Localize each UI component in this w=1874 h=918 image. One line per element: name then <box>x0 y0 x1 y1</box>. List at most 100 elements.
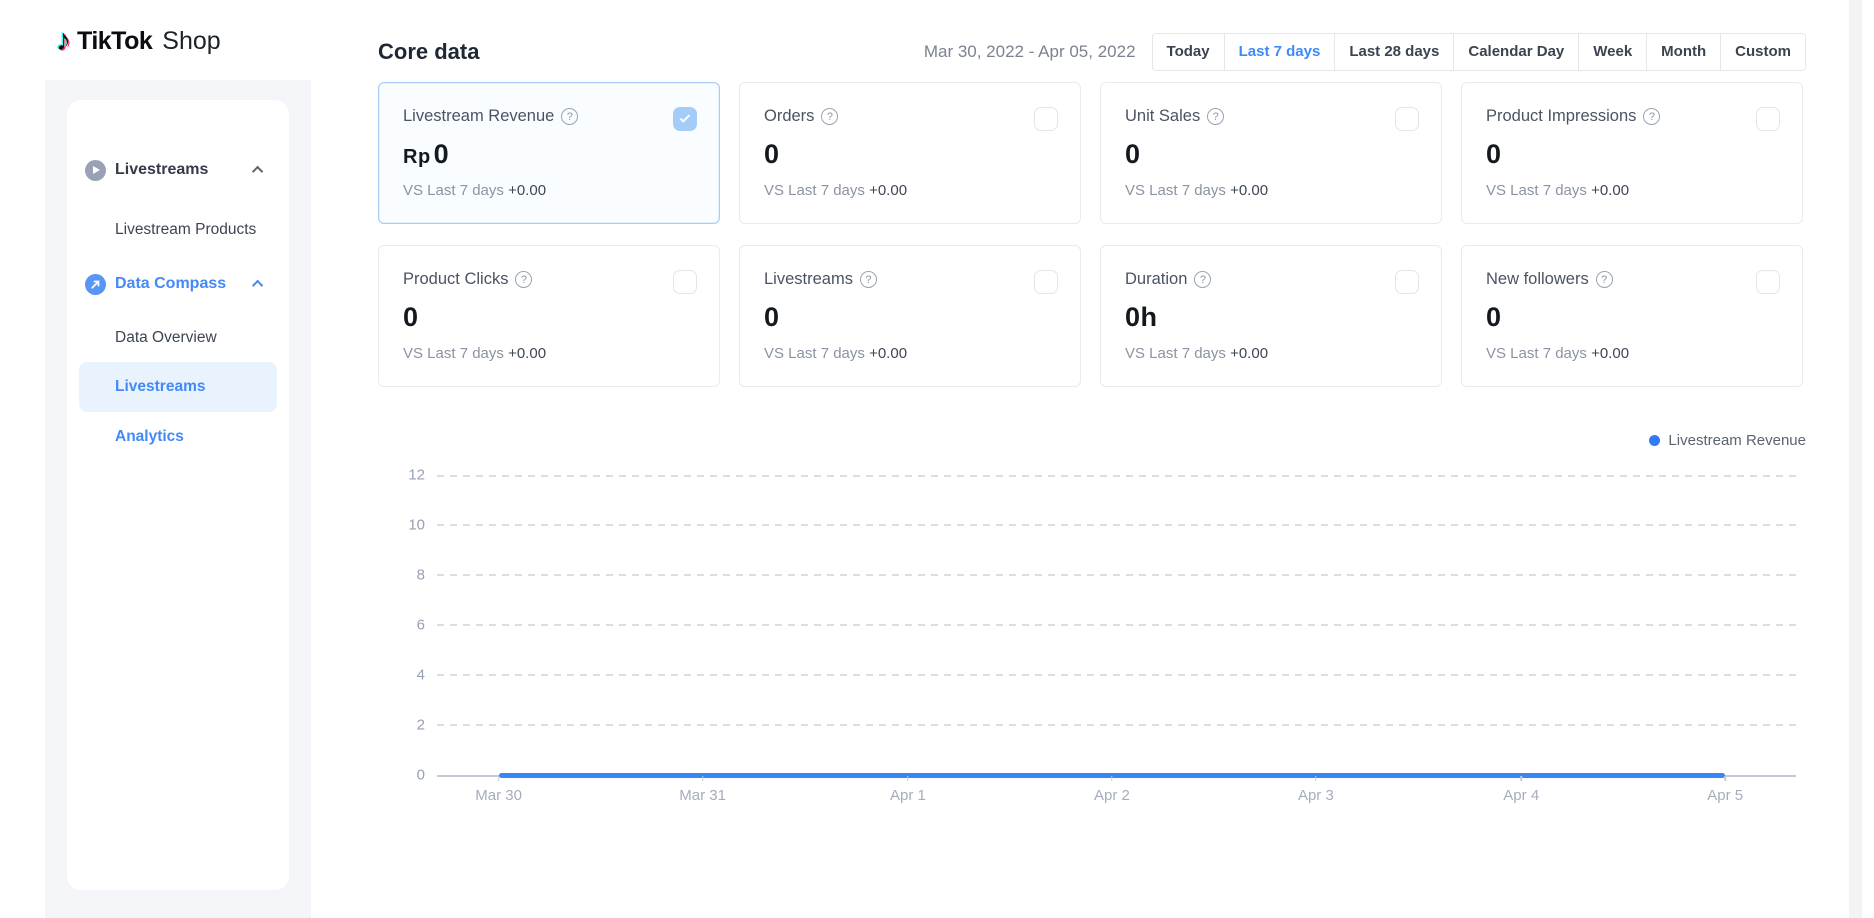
metric-checkbox[interactable] <box>673 270 697 294</box>
metric-label: Orders <box>764 107 815 125</box>
date-range-tabs: Today Last 7 days Last 28 days Calendar … <box>1151 33 1806 71</box>
metric-card-unit-sales[interactable]: Unit Sales ? 0 VS Last 7 days +0.00 <box>1100 82 1442 224</box>
metric-checkbox[interactable] <box>1034 270 1058 294</box>
metric-checkbox[interactable] <box>1756 270 1780 294</box>
metric-comparison: VS Last 7 days +0.00 <box>1125 182 1269 199</box>
help-icon[interactable]: ? <box>561 108 579 125</box>
metric-comparison: VS Last 7 days +0.00 <box>764 182 908 199</box>
metric-cards-grid: Livestream Revenue ? Rp 0 VS Last 7 days … <box>378 82 1806 387</box>
metric-card-livestream-revenue[interactable]: Livestream Revenue ? Rp 0 VS Last 7 days … <box>378 82 720 224</box>
x-tick-label: Mar 30 <box>475 787 522 804</box>
metric-comparison: VS Last 7 days +0.00 <box>403 345 547 362</box>
compass-icon <box>85 273 106 295</box>
y-tick: 4 <box>416 666 425 684</box>
metric-value: 0h <box>1125 302 1158 332</box>
brand-suffix: Shop <box>162 26 221 55</box>
metric-card-orders[interactable]: Orders ? 0 VS Last 7 days +0.00 <box>739 82 1081 224</box>
help-icon[interactable]: ? <box>1595 271 1613 288</box>
help-icon[interactable]: ? <box>821 108 839 125</box>
x-tick-label: Apr 2 <box>1093 787 1130 804</box>
x-tick-label: Apr 5 <box>1707 787 1744 804</box>
metric-card-new-followers[interactable]: New followers ? 0 VS Last 7 days +0.00 <box>1461 245 1803 387</box>
tab-week[interactable]: Week <box>1578 34 1646 70</box>
metric-comparison: VS Last 7 days +0.00 <box>1486 345 1630 362</box>
main-content: Core data Mar 30, 2022 - Apr 05, 2022 To… <box>378 0 1806 821</box>
x-tick-mark <box>1724 776 1726 781</box>
tiktok-shop-logo[interactable]: ♪ TikTok Shop <box>56 26 221 56</box>
metric-comparison: VS Last 7 days +0.00 <box>403 182 547 199</box>
tab-today[interactable]: Today <box>1166 43 1210 60</box>
sidebar-item-livestreams-analytics[interactable]: Livestreams Analytics <box>79 362 277 445</box>
help-icon[interactable]: ? <box>859 271 877 288</box>
x-tick-mark <box>1111 776 1113 781</box>
metric-comparison: VS Last 7 days +0.00 <box>1125 345 1269 362</box>
metric-value: Rp 0 <box>403 139 450 169</box>
help-icon[interactable]: ? <box>1194 271 1212 288</box>
metric-label: Livestreams <box>764 270 853 288</box>
sidebar-item-livestream-products[interactable]: Livestream Products <box>115 221 257 238</box>
tab-custom[interactable]: Custom <box>1720 34 1805 70</box>
y-tick: 6 <box>416 616 425 634</box>
sidebar-item-data-compass[interactable]: Data Compass <box>79 272 277 296</box>
x-tick-mark <box>701 776 704 781</box>
metric-label: Duration <box>1125 270 1188 288</box>
brand-name: TikTok <box>77 26 153 55</box>
y-tick: 2 <box>416 716 425 734</box>
y-tick: 12 <box>408 466 425 484</box>
sidebar-nav-card: Livestreams Livestream Products Data Com… <box>67 100 289 890</box>
sidebar: Livestreams Livestream Products Data Com… <box>45 80 311 918</box>
metric-checkbox[interactable] <box>1395 107 1419 131</box>
y-tick: 8 <box>416 566 425 584</box>
tab-month[interactable]: Month <box>1646 34 1720 70</box>
livestream-revenue-chart: 12 10 8 6 4 2 0 <box>390 467 1806 821</box>
chart-y-axis: 12 10 8 6 4 2 0 <box>390 467 425 784</box>
y-tick: 0 <box>416 766 425 784</box>
chevron-up-icon[interactable] <box>251 279 264 292</box>
gridline <box>437 524 1796 526</box>
help-icon[interactable]: ? <box>515 271 533 288</box>
metric-value: 0 <box>403 302 419 332</box>
gridline <box>437 624 1796 626</box>
tab-last-28-days[interactable]: Last 28 days <box>1334 34 1453 70</box>
x-tick-label: Apr 1 <box>889 787 926 804</box>
y-tick: 10 <box>408 516 425 534</box>
tab-last-7-days[interactable]: Last 7 days <box>1223 34 1335 70</box>
metric-card-product-clicks[interactable]: Product Clicks ? 0 VS Last 7 days +0.00 <box>378 245 720 387</box>
legend-dot-icon <box>1649 434 1661 446</box>
metric-comparison: VS Last 7 days +0.00 <box>764 345 908 362</box>
x-tick-mark <box>1315 776 1317 781</box>
x-tick-label: Apr 4 <box>1503 787 1540 804</box>
metric-card-product-impressions[interactable]: Product Impressions ? 0 VS Last 7 days +… <box>1461 82 1803 224</box>
metric-checkbox[interactable] <box>1756 107 1780 131</box>
metric-checkbox[interactable] <box>1395 270 1419 294</box>
metric-checkbox[interactable] <box>1034 107 1058 131</box>
tab-calendar-day[interactable]: Calendar Day <box>1453 34 1578 70</box>
metric-label: Product Clicks <box>403 270 509 288</box>
metric-value: 0 <box>1486 139 1502 169</box>
livestream-icon <box>85 159 106 181</box>
chevron-up-icon[interactable] <box>251 165 264 178</box>
metric-label: Product Impressions <box>1486 107 1637 125</box>
metric-card-duration[interactable]: Duration ? 0h VS Last 7 days +0.00 <box>1100 245 1442 387</box>
sidebar-item-livestreams[interactable]: Livestreams <box>79 158 277 182</box>
chart-plot-area[interactable]: Mar 30 Mar 31 Apr 1 Apr 2 Apr 3 Apr 4 Ap… <box>437 475 1806 821</box>
metric-label: Unit Sales <box>1125 107 1201 125</box>
sidebar-item-data-overview[interactable]: Data Overview <box>115 329 217 346</box>
x-tick-mark <box>907 776 909 781</box>
x-tick-mark <box>497 776 500 781</box>
page-title: Core data <box>378 39 480 64</box>
metric-comparison: VS Last 7 days +0.00 <box>1486 182 1630 199</box>
metric-checkbox[interactable] <box>673 107 697 131</box>
gridline <box>437 724 1796 726</box>
livestream-revenue-line <box>498 773 1726 778</box>
tiktok-note-icon: ♪ <box>56 24 71 57</box>
gridline <box>437 475 1796 477</box>
chart-legend[interactable]: Livestream Revenue <box>378 431 1806 449</box>
metric-value: 0 <box>1486 302 1502 332</box>
metric-value: 0 <box>764 139 780 169</box>
metric-card-livestreams[interactable]: Livestreams ? 0 VS Last 7 days +0.00 <box>739 245 1081 387</box>
help-icon[interactable]: ? <box>1207 108 1225 125</box>
vertical-scrollbar[interactable] <box>1849 0 1862 918</box>
help-icon[interactable]: ? <box>1643 108 1661 125</box>
